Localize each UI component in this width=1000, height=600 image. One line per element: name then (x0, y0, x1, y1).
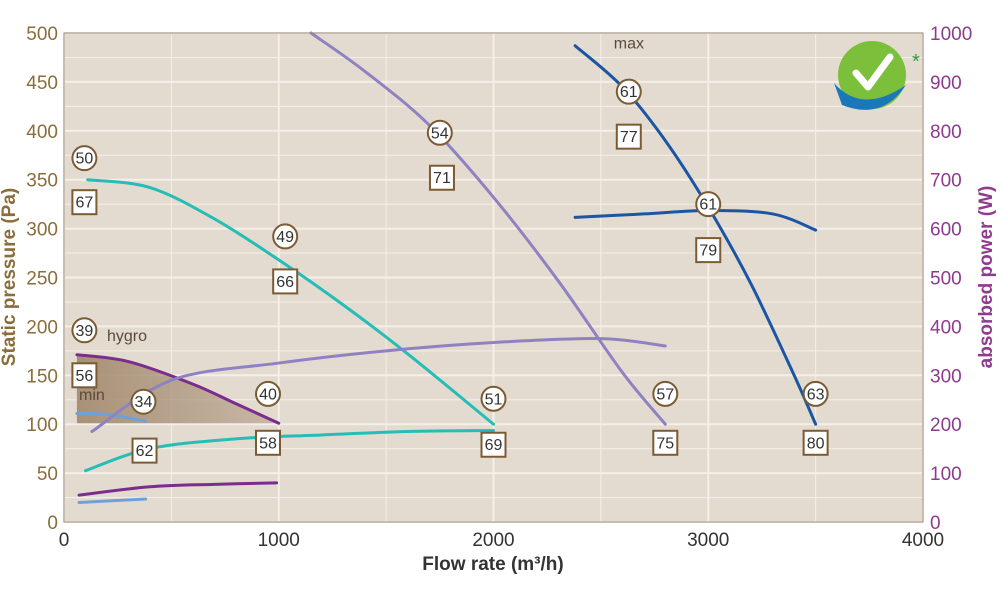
y2-tick-label: 200 (930, 415, 962, 436)
y2-tick-label: 700 (930, 171, 962, 192)
axes: 0 1000 2000 3000 400005010015020025030035040… (26, 24, 972, 551)
circle-marker-value: 49 (276, 229, 294, 246)
y-tick-label: 400 (26, 122, 58, 143)
y-tick-label: 150 (26, 366, 58, 387)
square-marker-value: 71 (433, 170, 451, 187)
logo-badge (834, 41, 906, 110)
circle-marker (130, 388, 157, 415)
square-marker (131, 437, 158, 464)
circle-marker-value: 54 (431, 125, 449, 142)
y-tick-label: 350 (26, 171, 58, 192)
y-tick-label: 450 (26, 73, 58, 94)
circle-marker-value: 40 (259, 386, 277, 403)
square-marker-value: 69 (485, 437, 503, 454)
square-marker-value: 79 (699, 243, 717, 260)
circle-marker-value: 63 (807, 386, 825, 403)
value-markers: 50 49 39 34 40 54 51 61 61 57 63 67 66 56 62 58 71 69 77 79… (71, 78, 829, 464)
circle-marker-value: 50 (76, 151, 94, 168)
square-marker-value: 75 (656, 435, 674, 452)
square-marker (802, 429, 829, 456)
y2-axis-title: absorbed power (W) (976, 186, 997, 369)
logo-swoosh (834, 83, 906, 110)
square-marker-value: 77 (620, 129, 638, 146)
circle-marker (71, 317, 98, 344)
y2-tick-label: 300 (930, 366, 962, 387)
curve-labels: max hygro min (79, 36, 644, 404)
circle-marker (695, 191, 722, 218)
y2-tick-label: 400 (930, 317, 962, 338)
y-tick-label: 500 (26, 24, 58, 45)
circle-marker (652, 380, 679, 407)
y-axis-title: Static pressure (Pa) (0, 188, 20, 366)
circle-marker-value: 61 (620, 84, 638, 101)
series-line-pressure-hygro (75, 353, 281, 425)
square-marker (255, 429, 282, 456)
y2-tick-label: 1000 (930, 24, 972, 45)
y2-tick-label: 600 (930, 220, 962, 241)
series-line-power-2 (90, 337, 667, 434)
x-tick-label: 1000 (258, 530, 300, 551)
square-marker (71, 362, 98, 389)
y2-tick-label: 100 (930, 464, 962, 485)
x-axis-title: Flow rate (m³/h) (422, 554, 563, 575)
circle-marker-value: 61 (699, 197, 717, 214)
square-marker (480, 431, 507, 458)
y-tick-label: 50 (37, 464, 58, 485)
y2-tick-label: 500 (930, 269, 962, 290)
square-marker (71, 189, 98, 216)
square-marker (695, 237, 722, 264)
x-tick-label: 3000 (687, 530, 729, 551)
y-tick-label: 0 (47, 513, 58, 534)
circle-marker (802, 380, 829, 407)
series-line-pressure-2 (309, 31, 667, 426)
square-marker (428, 164, 455, 191)
x-tick-label: 2000 (472, 530, 514, 551)
checkmark-badge-icon (852, 53, 894, 91)
y2-tick-label: 900 (930, 73, 962, 94)
square-marker-value: 66 (276, 274, 294, 291)
square-marker-value: 67 (76, 195, 94, 212)
square-marker (652, 429, 679, 456)
logo-asterisk: * (912, 51, 920, 73)
curve-label: hygro (107, 328, 147, 345)
curve-label: max (614, 36, 644, 53)
square-marker (615, 123, 642, 150)
y-tick-label: 200 (26, 317, 58, 338)
circle-marker-value: 51 (485, 391, 503, 408)
square-marker-value: 62 (136, 443, 154, 460)
x-tick-label: 0 (59, 530, 70, 551)
series-line-pressure-1 (86, 178, 495, 426)
square-marker-value: 56 (76, 368, 94, 385)
circle-marker (615, 78, 642, 105)
circle-marker-value: 39 (76, 323, 94, 340)
curve-label: min (79, 387, 105, 404)
square-marker (272, 268, 299, 295)
circle-marker (426, 119, 453, 146)
y-tick-label: 250 (26, 269, 58, 290)
circle-marker (272, 223, 299, 250)
circle-marker-value: 34 (135, 394, 153, 411)
circle-marker (255, 380, 282, 407)
circle-marker (71, 145, 98, 172)
square-marker-value: 80 (807, 435, 825, 452)
series-line-power-min (77, 497, 148, 504)
square-marker-value: 58 (259, 435, 277, 452)
y-tick-label: 300 (26, 220, 58, 241)
y2-tick-label: 0 (930, 513, 941, 534)
y-tick-label: 100 (26, 415, 58, 436)
x-tick-label: 4000 (902, 530, 944, 551)
circle-marker (480, 385, 507, 412)
y2-tick-label: 800 (930, 122, 962, 143)
plot-frame (63, 32, 924, 523)
series-line-pressure-min (75, 411, 148, 423)
circle-marker-value: 57 (656, 386, 674, 403)
series-line-power-hygro (77, 481, 279, 497)
